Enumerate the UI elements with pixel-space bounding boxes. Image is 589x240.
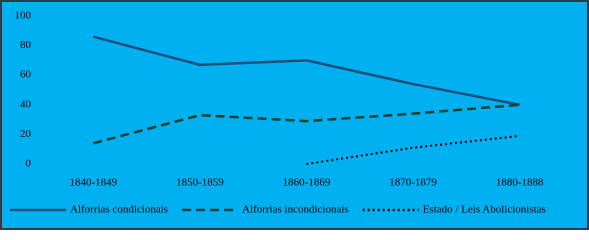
x-tick-label: 1860-1869 bbox=[283, 177, 331, 189]
x-tick-label: 1870-1879 bbox=[389, 177, 437, 189]
x-tick-label: 1850-1859 bbox=[176, 177, 224, 189]
y-tick-label: 60 bbox=[20, 69, 32, 81]
chart: 0 20 40 60 80 100 1840-1849 1850-1859 1860-1869 1… bbox=[0, 0, 589, 230]
legend-label: Alforrias condicionais bbox=[70, 204, 168, 216]
series-line bbox=[92, 103, 520, 145]
chart-background bbox=[0, 0, 589, 230]
legend-label: Estado / Leis Abolicionistas bbox=[423, 204, 546, 216]
y-tick-label: 40 bbox=[20, 98, 32, 110]
y-tick-label: 80 bbox=[20, 39, 32, 51]
legend-label: Alforrias incondicionais bbox=[242, 204, 349, 216]
x-tick-label: 1880-1888 bbox=[496, 177, 544, 189]
series-line bbox=[306, 134, 520, 165]
series-line bbox=[92, 35, 520, 107]
y-tick-label: 100 bbox=[15, 10, 32, 22]
y-tick-label: 0 bbox=[26, 158, 32, 170]
x-tick-label: 1840-1849 bbox=[69, 177, 117, 189]
y-tick-label: 20 bbox=[20, 128, 32, 140]
